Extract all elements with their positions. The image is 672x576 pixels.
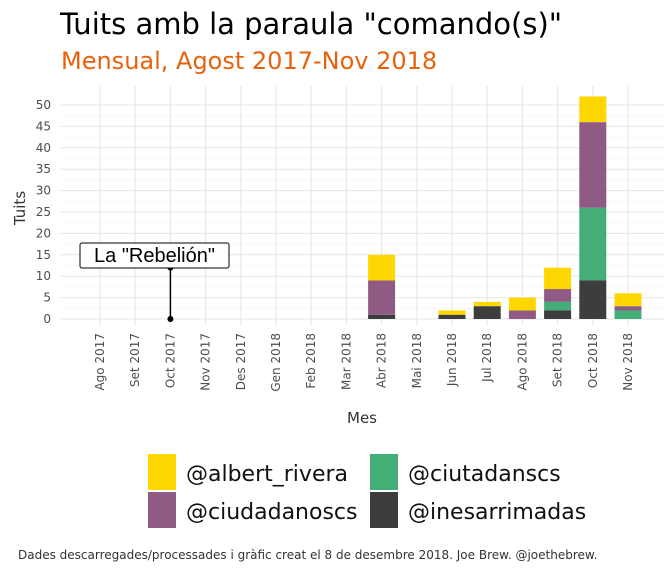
bar-inesarrimadas-abr-2018 (368, 314, 396, 319)
x-tick-label: Feb 2018 (304, 333, 318, 389)
bar-albert-rivera-jun-2018 (438, 310, 466, 315)
y-axis-title: Tuits (11, 191, 29, 226)
bar-ciudadanoscs-ago-2018 (508, 310, 536, 319)
bar-albert-rivera-set-2018 (544, 267, 572, 290)
x-tick-label: Abr 2018 (375, 333, 389, 388)
legend-label-ciutadanscs: @ciutadanscs (408, 462, 561, 487)
y-tick-label: 5 (43, 291, 51, 305)
y-tick-label: 20 (36, 226, 51, 240)
bar-ciutadanscs-oct-2018 (579, 207, 607, 281)
y-tick-label: 40 (36, 141, 51, 155)
bar-albert-rivera-oct-2018 (579, 96, 607, 123)
x-tick-label: Mai 2018 (410, 333, 424, 388)
bar-ciudadanoscs-oct-2018 (579, 122, 607, 208)
y-tick-label: 25 (36, 205, 51, 219)
bar-inesarrimadas-jun-2018 (438, 314, 466, 319)
x-tick-label: Ago 2017 (93, 333, 107, 391)
y-tick-label: 50 (36, 98, 51, 112)
legend-swatch-ciutadanscs (370, 454, 398, 490)
x-tick-label: Set 2018 (551, 333, 565, 387)
x-tick-label: Oct 2017 (163, 333, 177, 388)
bar-inesarrimadas-oct-2018 (579, 280, 607, 319)
annotation: La "Rebelión" (79, 242, 230, 322)
bar-albert-rivera-ago-2018 (508, 297, 536, 311)
y-tick-label: 35 (36, 162, 51, 176)
bar-albert-rivera-jul-2018 (473, 301, 501, 307)
x-tick-label: Set 2017 (128, 333, 142, 387)
legend-swatch-ciudadanoscs (148, 492, 176, 528)
y-axis-ticks: 0 5 10 15 20 25 30 35 40 45 50 (36, 98, 51, 326)
x-tick-label: Nov 2018 (621, 333, 635, 391)
bar-albert-rivera-abr-2018 (368, 254, 396, 281)
bar-ciudadanoscs-nov-2018 (614, 306, 642, 311)
bar-ciutadanscs-set-2018 (544, 301, 572, 311)
bar-inesarrimadas-jul-2018 (473, 306, 501, 319)
legend-label-ciudadanoscs: @ciudadanoscs (186, 500, 357, 525)
y-tick-label: 0 (43, 312, 51, 326)
bar-ciudadanoscs-set-2018 (544, 289, 572, 302)
y-tick-label: 10 (36, 269, 51, 283)
bar-ciutadanscs-nov-2018 (614, 310, 642, 319)
annotation-box (79, 242, 230, 269)
x-tick-label: Jun 2018 (445, 333, 459, 387)
annotation-label: La "Rebelión" (94, 245, 215, 267)
legend-label-inesarrimadas: @inesarrimadas (408, 500, 586, 525)
grid (60, 86, 664, 326)
legend-label-albert-rivera: @albert_rivera (186, 462, 348, 487)
bar-ciudadanoscs-abr-2018 (368, 280, 396, 315)
caption: Dades descarregades/processades i gràfic… (18, 548, 597, 562)
x-axis-title: Mes (347, 409, 377, 427)
x-axis-ticks: Ago 2017 Set 2017 Oct 2017 Nov 2017 Des 2017… (93, 333, 635, 392)
x-tick-label: Jul 2018 (480, 333, 494, 383)
legend-swatch-inesarrimadas (370, 492, 398, 528)
x-tick-label: Des 2017 (234, 333, 248, 390)
x-tick-label: Oct 2018 (586, 333, 600, 388)
annotation-point-start (167, 316, 174, 322)
chart-subtitle: Mensual, Agost 2017-Nov 2018 (61, 47, 437, 75)
legend: @albert_rivera @ciutadanscs @ciudadanoscs @… (148, 454, 586, 528)
bars (368, 96, 642, 319)
y-tick-label: 30 (36, 184, 51, 198)
y-tick-label: 45 (36, 119, 51, 133)
legend-swatch-albert-rivera (148, 454, 176, 490)
chart-title: Tuits amb la paraula "comando(s)" (59, 7, 562, 41)
x-tick-label: Gen 2018 (269, 333, 283, 392)
x-tick-label: Ago 2018 (515, 333, 529, 391)
x-tick-label: Mar 2018 (339, 333, 353, 390)
x-tick-label: Nov 2017 (199, 333, 213, 391)
y-tick-label: 15 (36, 248, 51, 262)
bar-albert-rivera-nov-2018 (614, 293, 642, 307)
bar-inesarrimadas-set-2018 (544, 310, 572, 319)
